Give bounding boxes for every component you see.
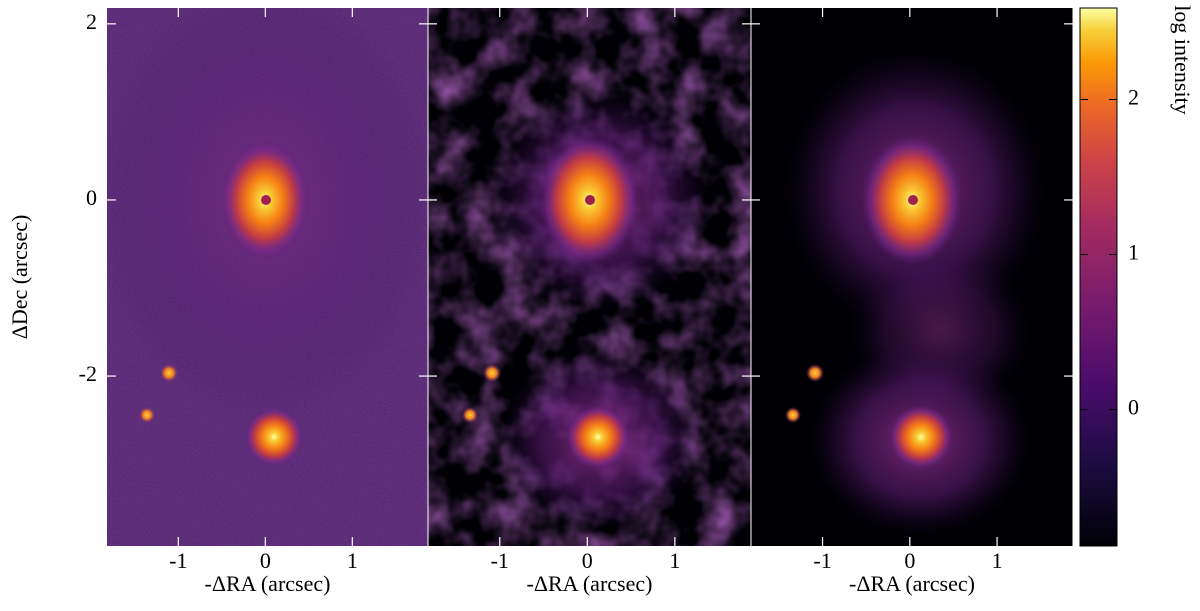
colorbar-label: log intensity	[1170, 5, 1195, 114]
colorbar-tick-label: 2	[1128, 85, 1139, 110]
x-tick-label: 0	[260, 548, 271, 573]
panel-model-a	[428, 8, 751, 546]
x-axis-label: -ΔRA (arcsec)	[527, 571, 653, 596]
colorbar-tick-label: 1	[1128, 240, 1139, 265]
y-tick-label: 0	[86, 185, 97, 210]
y-tick-label: 2	[86, 9, 97, 34]
panel-model-b	[751, 8, 1073, 546]
colorbar-tick-label: 0	[1128, 395, 1139, 420]
x-tick-label: -1	[491, 548, 509, 573]
panel-observed	[107, 8, 428, 546]
x-tick-label: -1	[813, 548, 831, 573]
x-tick-label: 1	[669, 548, 680, 573]
x-tick-label: -1	[169, 548, 187, 573]
x-tick-label: 1	[992, 548, 1003, 573]
y-axis-label: ΔDec (arcsec)	[7, 215, 32, 340]
x-axis-label: -ΔRA (arcsec)	[205, 571, 331, 596]
colorbar	[1079, 7, 1118, 547]
x-tick-label: 1	[347, 548, 358, 573]
y-tick-label: -2	[79, 361, 97, 386]
x-axis-label: -ΔRA (arcsec)	[849, 571, 975, 596]
x-tick-label: 0	[904, 548, 915, 573]
x-tick-label: 0	[582, 548, 593, 573]
